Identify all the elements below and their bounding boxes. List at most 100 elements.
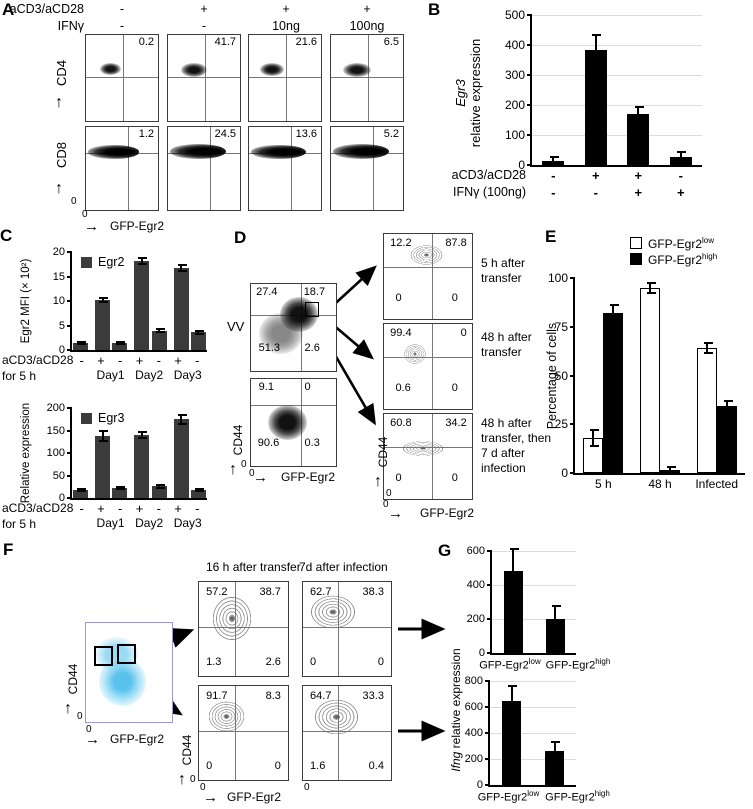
stim-value: - [119, 2, 125, 16]
bar [660, 278, 680, 474]
stim-value: + [200, 2, 208, 16]
bar [151, 408, 167, 498]
x-axis-row: - - + + [532, 185, 702, 200]
flow-plot-d-5h: 12.2 87.8 0 0 [383, 233, 473, 320]
cell-population-contour [404, 344, 427, 364]
error-cap [194, 329, 204, 332]
f-left-x-axis-label: GFP-Egr2 [110, 732, 165, 746]
gate-line [432, 234, 434, 319]
quadrant-frequency: 1.6 [310, 759, 326, 772]
error-cap [551, 630, 561, 633]
error-bar [177, 263, 187, 272]
gate-frequency: 41.7 [214, 36, 236, 48]
flow-plot-cd8-1: 1.2 [85, 126, 159, 211]
y-tick-label: 0 [478, 647, 485, 659]
superscript: high [594, 789, 610, 798]
error-bar [138, 431, 148, 439]
y-tick-label: 400 [464, 727, 483, 739]
bar-rect [134, 260, 150, 350]
d-left-x-axis-label: GFP-Egr2 [281, 470, 336, 484]
gate-line [373, 127, 375, 210]
quadrant-frequency: 0.4 [368, 759, 384, 772]
x-axis-value: - [156, 501, 161, 516]
sort-gate-egr2low [94, 646, 113, 666]
panel-g-label: G [438, 541, 452, 560]
legend-swatch [81, 256, 92, 268]
ifn-value: 100ng [349, 19, 385, 33]
x-axis-row-label: for 5 h [2, 517, 37, 531]
error-bar [138, 256, 148, 265]
cell-population-contour [401, 441, 444, 456]
x-axis-row-label: IFNγ (100ng) [453, 185, 526, 199]
d-caption-infection: 48 h after transfer, then 7 d after infe… [481, 416, 552, 475]
flow-plot-f-low-16h: 91.7 8.3 0 0 [198, 685, 289, 781]
y-tick-label: 600 [466, 545, 485, 557]
quadrant-frequency: 0 [395, 291, 402, 304]
ifn-value: - [201, 19, 207, 33]
error-cap [155, 486, 165, 489]
bar-rect [151, 330, 167, 350]
quadrant-frequency: 0.3 [304, 437, 320, 450]
error-cap [194, 332, 204, 335]
error-cap [677, 160, 687, 163]
error-bar [99, 297, 109, 303]
quadrant-frequency: 34.2 [445, 417, 467, 430]
bar-rect [584, 49, 607, 165]
x-axis-value: - [551, 168, 556, 183]
bar [134, 408, 150, 498]
egr2-mfi-chart: 0 5 10 15 20- + - + - + - aCD3/aCD28 for 5 h Day1 Day2… [2, 246, 207, 383]
cell-population [99, 63, 122, 76]
error-cap [551, 759, 560, 762]
x-axis-row-label: aCD3/aCD28 [2, 501, 74, 515]
x-axis-row-label: aCD3/aCD28 [2, 353, 74, 367]
cell-population-contour [310, 595, 356, 629]
cell-population [258, 312, 303, 355]
error-cap [138, 256, 148, 259]
error-cap [177, 263, 187, 266]
y-tick-label: 0 [518, 158, 525, 172]
y-tick-mark [487, 618, 492, 620]
y-origin: 0 [241, 459, 247, 470]
gate-frequency: 13.6 [295, 128, 317, 140]
error-bar [116, 485, 126, 491]
error-cap [116, 342, 126, 345]
error-cap [609, 304, 619, 307]
bar-rect [640, 287, 660, 473]
y-tick-label: 20 [52, 246, 65, 258]
error-bar [646, 281, 656, 294]
x-axis-row: - + - + - + - [72, 501, 207, 516]
legend-swatch [81, 412, 92, 424]
error-cap [666, 472, 676, 474]
gridline [492, 550, 576, 552]
gene-name: Ifng [449, 751, 463, 772]
flow-plot-cd8-2: 24.5 [167, 126, 241, 211]
error-bar [592, 34, 602, 65]
error-bar [677, 150, 687, 163]
y-tick-mark [67, 497, 72, 499]
category-row: GFP-Egr2low GFP-Egr2high [476, 657, 612, 672]
y-tick-label: 15 [52, 270, 65, 283]
bar-rect [717, 405, 737, 473]
category-row: GFP-Egr2low GFP-Egr2high [474, 789, 612, 804]
f-right-x-axis-label: GFP-Egr2 [227, 790, 282, 804]
error-bar [116, 340, 126, 345]
x-origin: 0 [383, 499, 389, 510]
y-tick-mark [570, 374, 575, 377]
gate-frequency: 0.2 [138, 36, 154, 48]
error-bar [666, 466, 676, 474]
error-cap [703, 342, 713, 345]
category-label: GFP-Egr2low [479, 657, 541, 672]
sort-gate-egr2high [117, 644, 136, 664]
quadrant-frequency: 62.7 [310, 585, 332, 598]
bar-rect [151, 486, 167, 498]
gridline [490, 758, 576, 760]
error-cap [592, 34, 602, 37]
up-arrow-icon: ↑ [55, 180, 63, 197]
cell-population-contour [207, 701, 246, 733]
x-origin: 0 [249, 468, 255, 479]
gate-line [86, 77, 158, 79]
bar [73, 408, 89, 498]
f-left-y-axis-label: CD44 [66, 663, 80, 695]
error-cap [592, 62, 602, 65]
